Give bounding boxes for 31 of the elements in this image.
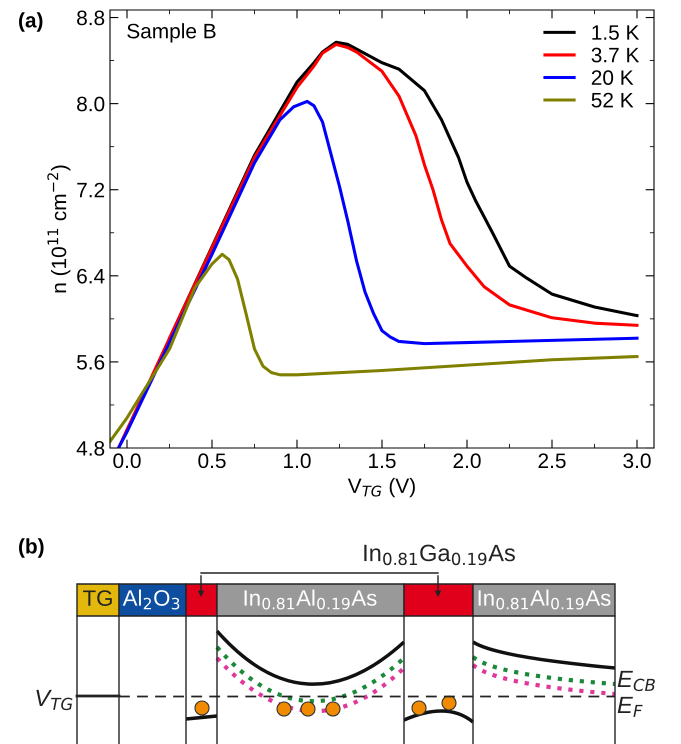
text: (a) [19, 12, 42, 32]
text: TG [83, 590, 112, 606]
text: E$_{F}$ [618, 696, 643, 717]
x-tick-label: 0.0 [113, 453, 141, 468]
legend-label: 20 K [592, 70, 634, 85]
legend-label: 1.5 K [592, 25, 640, 40]
x-tick-label: 3.0 [623, 453, 651, 468]
y-tick-label: 5.6 [77, 354, 104, 370]
x-tick-label: 2.5 [538, 453, 566, 468]
x-tick-label: 1.0 [284, 453, 311, 468]
legend-label: 52 K [592, 92, 634, 108]
y-tick-label: 8.8 [77, 10, 104, 26]
x-tick-label: 0.5 [198, 453, 226, 468]
text: In$_{0.81}$Al$_{0.19}$As [478, 590, 610, 610]
y-tick-label: 8.0 [77, 96, 104, 112]
text: In$_{0.81}$Ga$_{0.19}$As [364, 544, 515, 566]
line-series [110, 252, 639, 444]
y-axis-title: n (10$^{11}$ cm$^{−2}$) [47, 166, 70, 292]
text: Al$_{2}$O$_{3}$ [122, 590, 180, 610]
annotation: Sample B [127, 23, 216, 43]
text: (b) [19, 538, 44, 558]
y-tick-label: 6.4 [77, 268, 105, 284]
text: In$_{0.81}$Al$_{0.19}$As [244, 590, 376, 610]
text: V$_{TG}$ [36, 690, 72, 710]
y-tick-label: 4.8 [76, 441, 104, 456]
y-tick-label: 7.2 [77, 182, 104, 198]
legend-label: 3.7 K [592, 48, 640, 62]
x-tick-label: 1.5 [369, 454, 396, 468]
x-tick-label: 2.0 [454, 453, 481, 468]
text: E$_{CB}$ [618, 670, 655, 692]
x-axis-title: V$_{TG}$ (V) [348, 478, 415, 498]
